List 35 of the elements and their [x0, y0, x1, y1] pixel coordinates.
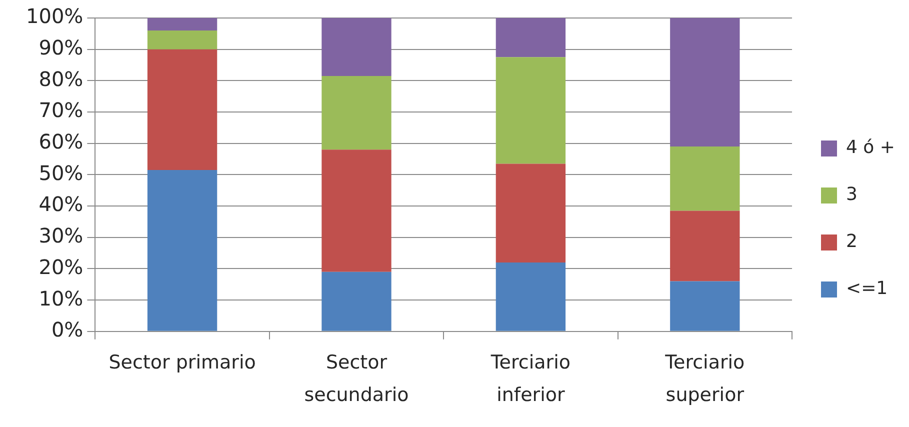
legend-label: 2 — [846, 231, 858, 252]
bar — [322, 150, 392, 272]
y-tick-label: 40% — [38, 192, 84, 216]
bar — [496, 262, 566, 331]
y-tick-label: 60% — [38, 130, 84, 154]
bar — [147, 18, 218, 31]
bar — [322, 272, 392, 331]
legend-label: 3 — [846, 184, 858, 206]
y-tick-label: 90% — [38, 36, 84, 60]
bar — [322, 76, 392, 150]
bar — [147, 170, 218, 331]
y-tick-label: 50% — [38, 160, 84, 185]
bar — [496, 57, 566, 164]
legend-label: 4 ó + — [846, 137, 896, 158]
bar — [322, 18, 392, 76]
x-tick-label: Terciario superior — [664, 351, 745, 406]
bar — [496, 164, 566, 262]
bar — [670, 146, 740, 211]
y-tick-label: 20% — [38, 254, 84, 279]
bar — [496, 18, 566, 58]
y-tick-label: 0% — [51, 318, 84, 342]
bar — [670, 210, 740, 282]
y-tick-label: 70% — [38, 98, 84, 122]
bar — [670, 18, 740, 146]
x-tick-label: Sector secundario — [304, 351, 409, 406]
y-tick-label: 80% — [38, 66, 84, 91]
y-tick-label: 30% — [38, 224, 84, 248]
y-tick-label: 10% — [38, 286, 84, 310]
bar — [147, 49, 218, 170]
legend-label: <=1 — [846, 278, 888, 300]
y-tick-label: 100% — [26, 4, 84, 28]
x-tick-label: Sector primario — [108, 351, 256, 374]
bar — [670, 281, 740, 331]
bar — [147, 30, 218, 50]
x-tick-label: Terciario inferior — [490, 351, 570, 406]
